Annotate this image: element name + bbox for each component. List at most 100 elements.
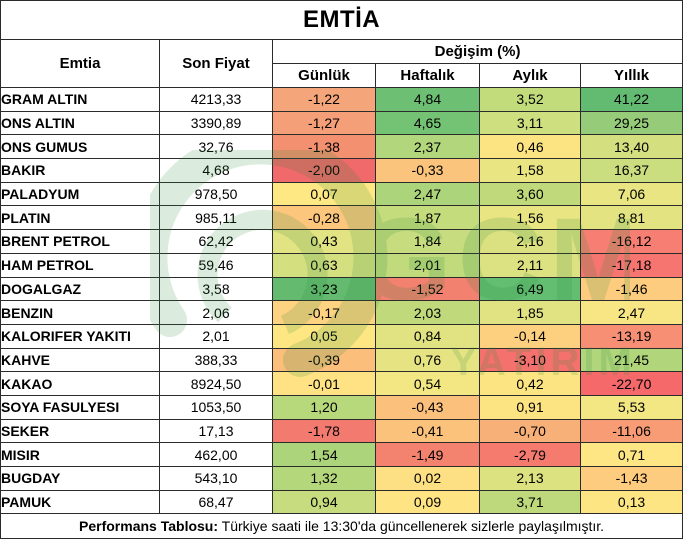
weekly-change: -0,43 (375, 394, 480, 420)
last-price: 985,11 (159, 205, 273, 231)
daily-change: -0,17 (272, 300, 376, 325)
last-price: 62,42 (159, 229, 273, 254)
commodity-name: PLATIN (0, 205, 160, 231)
daily-change: 0,94 (272, 489, 376, 515)
monthly-change: -2,79 (479, 442, 581, 467)
yearly-change: -1,43 (579, 466, 683, 491)
weekly-change: 2,03 (375, 300, 480, 325)
yearly-change: 13,40 (579, 134, 683, 160)
daily-change: -0,28 (272, 205, 376, 231)
commodity-name: ONS GUMUS (0, 134, 160, 160)
header-change-group: Değişim (%) (271, 39, 683, 64)
last-price: 3,58 (159, 276, 273, 302)
table-row: KAHVE 388,33 -0,39 0,76 -3,10 21,45 (0, 347, 683, 373)
yearly-change: -1,46 (579, 276, 683, 302)
monthly-change: 0,46 (479, 134, 581, 160)
header-commodity: Emtia (0, 39, 160, 88)
last-price: 4213,33 (159, 87, 273, 112)
monthly-change: 0,42 (479, 371, 581, 396)
daily-change: -0,39 (272, 347, 376, 373)
yearly-change: 2,47 (579, 300, 683, 325)
yearly-change: -13,19 (579, 323, 683, 349)
header-daily: Günlük (272, 63, 376, 88)
yearly-change: 21,45 (579, 347, 683, 373)
commodity-name: PAMUK (0, 489, 160, 515)
monthly-change: 2,16 (479, 229, 581, 254)
commodity-name: GRAM ALTIN (0, 87, 160, 112)
monthly-change: 0,91 (479, 394, 581, 420)
table-row: DOGALGAZ 3,58 3,23 -1,52 6,49 -1,46 (0, 276, 683, 302)
weekly-change: 4,84 (375, 87, 480, 112)
commodity-name: BUGDAY (0, 466, 160, 491)
table-row: BRENT PETROL 62,42 0,43 1,84 2,16 -16,12 (0, 229, 683, 254)
footer-note: Performans Tablosu: Türkiye saati ile 13… (0, 513, 683, 540)
weekly-change: 0,76 (375, 347, 480, 373)
commodity-name: MISIR (0, 442, 160, 467)
commodity-name: BAKIR (0, 158, 160, 183)
last-price: 3390,89 (159, 110, 273, 136)
weekly-change: 4,65 (375, 110, 480, 136)
weekly-change: 0,09 (375, 489, 480, 515)
daily-change: 1,54 (272, 442, 376, 467)
table-row: HAM PETROL 59,46 0,63 2,01 2,11 -17,18 (0, 252, 683, 278)
daily-change: 1,20 (272, 394, 376, 420)
daily-change: 0,05 (272, 323, 376, 349)
header-monthly: Aylık (479, 63, 581, 88)
weekly-change: -1,49 (375, 442, 480, 467)
table-row: SOYA FASULYESI 1053,50 1,20 -0,43 0,91 5,53 (0, 394, 683, 420)
commodity-name: KAHVE (0, 347, 160, 373)
last-price: 978,50 (159, 181, 273, 207)
table-row: BUGDAY 543,10 1,32 0,02 2,13 -1,43 (0, 466, 683, 491)
monthly-change: 2,13 (479, 466, 581, 491)
table-row: PALADYUM 978,50 0,07 2,47 3,60 7,06 (0, 181, 683, 207)
weekly-change: 2,37 (375, 134, 480, 160)
monthly-change: 3,60 (479, 181, 581, 207)
header-weekly: Haftalık (375, 63, 480, 88)
page-title: EMTİA (0, 0, 683, 40)
last-price: 17,13 (159, 418, 273, 444)
monthly-change: 3,52 (479, 87, 581, 112)
daily-change: 0,43 (272, 229, 376, 254)
commodity-name: SEKER (0, 418, 160, 444)
yearly-change: 5,53 (579, 394, 683, 420)
commodity-rows: GRAM ALTIN 4213,33 -1,22 4,84 3,52 41,22 ONS A… (0, 87, 683, 515)
commodity-name: BENZIN (0, 300, 160, 325)
daily-change: 1,32 (272, 466, 376, 491)
yearly-change: -22,70 (579, 371, 683, 396)
table-row: ONS ALTIN 3390,89 -1,27 4,65 3,11 29,25 (0, 110, 683, 136)
last-price: 4,68 (159, 158, 273, 183)
table-row: SEKER 17,13 -1,78 -0,41 -0,70 -11,06 (0, 418, 683, 444)
daily-change: -0,01 (272, 371, 376, 396)
last-price: 8924,50 (159, 371, 273, 396)
last-price: 1053,50 (159, 394, 273, 420)
table-row: PLATIN 985,11 -0,28 1,87 1,56 8,81 (0, 205, 683, 231)
table-row: BENZIN 2,06 -0,17 2,03 1,85 2,47 (0, 300, 683, 325)
weekly-change: 0,54 (375, 371, 480, 396)
weekly-change: -0,41 (375, 418, 480, 444)
yearly-change: -17,18 (579, 252, 683, 278)
daily-change: -1,27 (272, 110, 376, 136)
daily-change: -1,78 (272, 418, 376, 444)
commodity-name: ONS ALTIN (0, 110, 160, 136)
weekly-change: 1,84 (375, 229, 480, 254)
commodity-name: KAKAO (0, 371, 160, 396)
last-price: 2,01 (159, 323, 273, 349)
monthly-change: 3,71 (479, 489, 581, 515)
table-row: MISIR 462,00 1,54 -1,49 -2,79 0,71 (0, 442, 683, 467)
table-row: KALORIFER YAKITI 2,01 0,05 0,84 -0,14 -13,19 (0, 323, 683, 349)
yearly-change: -11,06 (579, 418, 683, 444)
footer-label: Performans Tablosu: (79, 518, 219, 535)
daily-change: 0,63 (272, 252, 376, 278)
header-yearly: Yıllık (579, 63, 683, 88)
weekly-change: 1,87 (375, 205, 480, 231)
commodity-name: HAM PETROL (0, 252, 160, 278)
monthly-change: 1,56 (479, 205, 581, 231)
yearly-change: 7,06 (579, 181, 683, 207)
last-price: 2,06 (159, 300, 273, 325)
weekly-change: -0,33 (375, 158, 480, 183)
yearly-change: 8,81 (579, 205, 683, 231)
monthly-change: -3,10 (479, 347, 581, 373)
commodity-name: DOGALGAZ (0, 276, 160, 302)
monthly-change: 1,85 (479, 300, 581, 325)
last-price: 32,76 (159, 134, 273, 160)
